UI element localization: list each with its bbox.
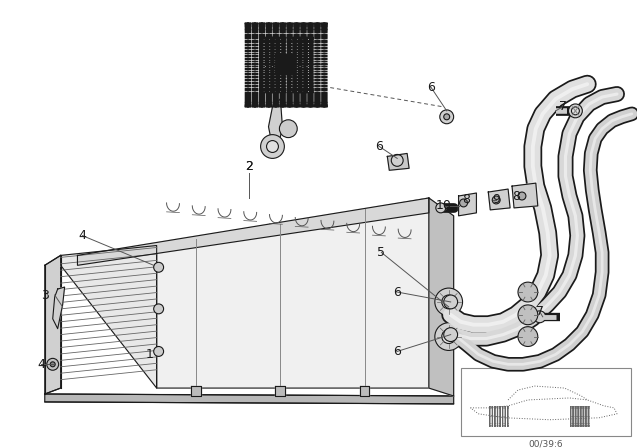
Circle shape xyxy=(436,203,445,213)
Circle shape xyxy=(154,263,164,272)
Text: 8: 8 xyxy=(512,190,520,202)
Bar xyxy=(461,368,631,435)
Circle shape xyxy=(266,141,278,152)
Circle shape xyxy=(280,120,297,138)
Circle shape xyxy=(568,104,582,118)
Circle shape xyxy=(518,192,526,200)
Polygon shape xyxy=(269,99,282,146)
Text: 2: 2 xyxy=(244,160,253,173)
Polygon shape xyxy=(512,183,538,208)
Polygon shape xyxy=(77,198,429,265)
Text: 2: 2 xyxy=(244,160,253,173)
Text: 3: 3 xyxy=(41,289,49,302)
Polygon shape xyxy=(360,386,369,396)
Polygon shape xyxy=(61,246,157,388)
Circle shape xyxy=(518,327,538,346)
Text: 7: 7 xyxy=(559,100,566,113)
Circle shape xyxy=(435,323,463,350)
Text: 6: 6 xyxy=(376,140,383,153)
Circle shape xyxy=(442,295,456,309)
Polygon shape xyxy=(52,287,65,329)
Text: 6: 6 xyxy=(393,345,401,358)
Text: 5: 5 xyxy=(378,246,385,259)
Text: 10: 10 xyxy=(436,199,452,212)
Polygon shape xyxy=(429,198,454,396)
Circle shape xyxy=(460,199,467,207)
Text: 8: 8 xyxy=(463,194,470,207)
Text: 4: 4 xyxy=(37,358,45,371)
Circle shape xyxy=(435,288,463,316)
Circle shape xyxy=(154,304,164,314)
Circle shape xyxy=(47,358,59,370)
Polygon shape xyxy=(488,189,510,210)
Text: 00/39:6: 00/39:6 xyxy=(529,439,563,448)
Circle shape xyxy=(444,295,458,309)
Circle shape xyxy=(391,155,403,166)
Polygon shape xyxy=(387,154,409,170)
Text: 4: 4 xyxy=(79,229,86,242)
Polygon shape xyxy=(45,255,61,394)
Polygon shape xyxy=(275,386,285,396)
Polygon shape xyxy=(191,386,201,396)
Polygon shape xyxy=(157,198,429,388)
Circle shape xyxy=(444,114,450,120)
Circle shape xyxy=(518,305,538,325)
Circle shape xyxy=(534,311,546,323)
Circle shape xyxy=(260,135,284,159)
Text: 7: 7 xyxy=(536,306,544,319)
Circle shape xyxy=(154,346,164,356)
Text: 9: 9 xyxy=(492,194,500,207)
Circle shape xyxy=(50,362,55,367)
Text: 6: 6 xyxy=(393,285,401,298)
Circle shape xyxy=(572,107,579,115)
Polygon shape xyxy=(45,394,454,404)
Circle shape xyxy=(440,110,454,124)
Circle shape xyxy=(518,282,538,302)
Circle shape xyxy=(442,330,456,344)
Text: 6: 6 xyxy=(427,81,435,94)
Circle shape xyxy=(492,196,500,204)
Polygon shape xyxy=(459,193,476,216)
Circle shape xyxy=(444,327,458,341)
Text: 1: 1 xyxy=(146,348,154,361)
